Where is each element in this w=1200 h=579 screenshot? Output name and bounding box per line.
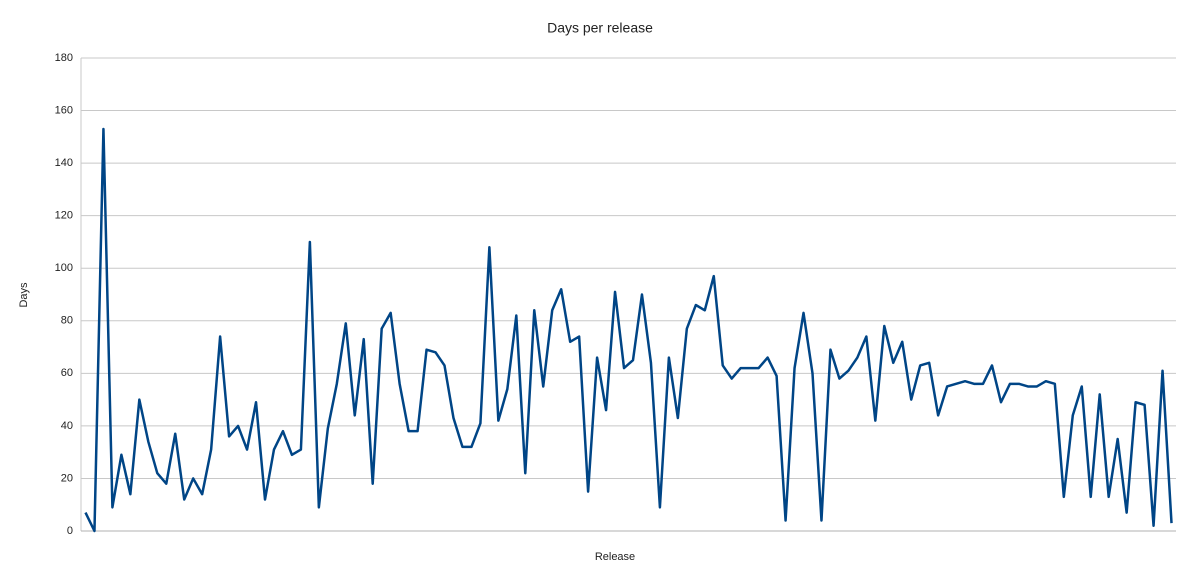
- y-tick-label: 120: [55, 210, 73, 222]
- y-tick-label: 80: [61, 315, 73, 327]
- y-axis-label: Days: [18, 282, 30, 308]
- y-tick-label: 40: [61, 420, 73, 432]
- y-tick-label: 180: [55, 52, 73, 64]
- y-tick-label: 20: [61, 472, 73, 484]
- y-tick-label: 100: [55, 262, 73, 274]
- chart-title: Days per release: [547, 20, 653, 36]
- y-tick-label: 160: [55, 104, 73, 116]
- data-line: [84, 127, 1173, 533]
- x-axis-label: Release: [595, 551, 635, 563]
- y-tick-label: 140: [55, 157, 73, 169]
- y-tick-label: 60: [61, 367, 73, 379]
- y-tick-label: 0: [67, 525, 73, 537]
